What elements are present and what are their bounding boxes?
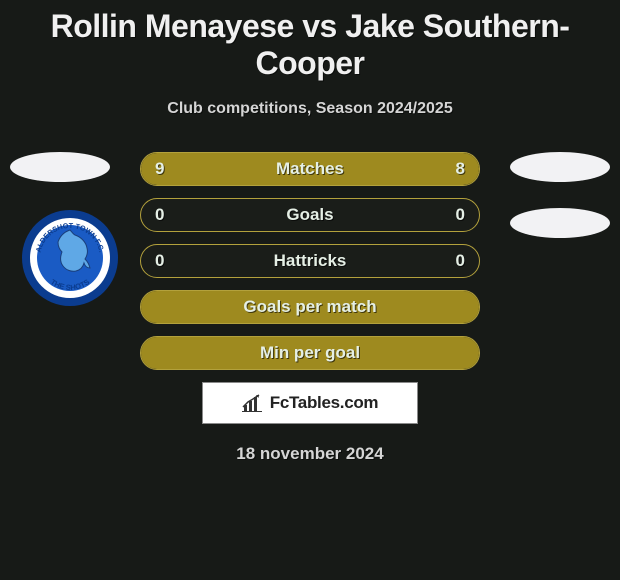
stat-label: Goals (141, 205, 479, 225)
date-label: 18 november 2024 (0, 444, 620, 464)
stat-label: Min per goal (141, 343, 479, 363)
subtitle: Club competitions, Season 2024/2025 (0, 100, 620, 118)
player-right-avatar (510, 152, 610, 182)
brand-box[interactable]: FcTables.com (202, 382, 418, 424)
stat-bar: Goals per match (140, 290, 480, 324)
stats-container: ALDERSHOT TOWN F.C. THE SHOTS 98Matches 0… (0, 152, 620, 370)
stat-bar: 00Hattricks (140, 244, 480, 278)
stat-label: Matches (141, 159, 479, 179)
club-right-badge (510, 208, 610, 238)
club-left-badge: ALDERSHOT TOWN F.C. THE SHOTS (20, 208, 120, 308)
brand-chart-icon (242, 393, 266, 413)
stat-bar: Min per goal (140, 336, 480, 370)
stat-bars: 98Matches 00Goals 00Hattricks Goals per mat… (140, 152, 480, 370)
brand-text: FcTables.com (270, 393, 379, 413)
stat-label: Goals per match (141, 297, 479, 317)
stat-bar: 00Goals (140, 198, 480, 232)
stat-label: Hattricks (141, 251, 479, 271)
page-title: Rollin Menayese vs Jake Southern-Cooper (0, 0, 620, 82)
player-left-avatar (10, 152, 110, 182)
stat-bar: 98Matches (140, 152, 480, 186)
